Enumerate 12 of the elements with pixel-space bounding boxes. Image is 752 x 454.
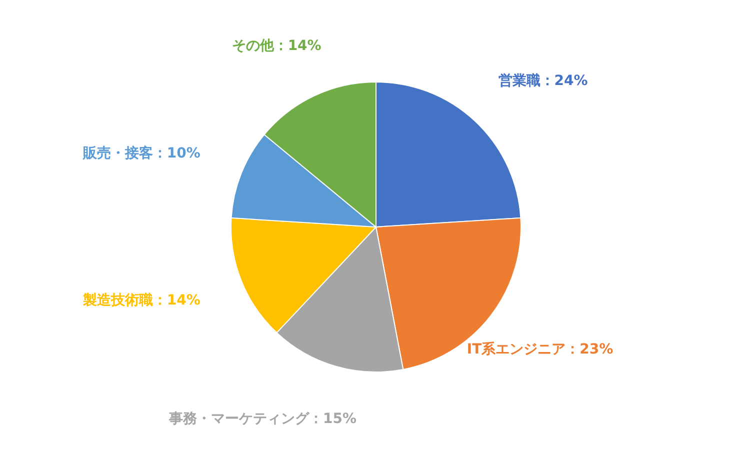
data-label: ：14% (152, 292, 200, 309)
data-label: ：14% (274, 38, 322, 54)
data-label: ：23% (566, 342, 614, 358)
slice-label: 事務・マーケティング (168, 411, 310, 428)
slice-label: その他 (232, 38, 275, 54)
slice-label: 営業職 (498, 72, 540, 90)
data-label: ：24% (540, 73, 588, 90)
slice-label: 製造技術職 (82, 292, 153, 309)
slice-label: 販売・接客 (82, 144, 153, 162)
data-label: ：15% (309, 411, 357, 428)
data-label: ：10% (152, 145, 200, 162)
slice-label: IT系エンジニア (466, 342, 566, 358)
